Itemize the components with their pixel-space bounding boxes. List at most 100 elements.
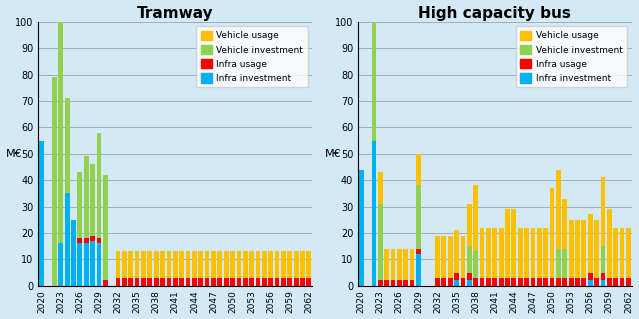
Bar [65,193,70,286]
Bar [84,156,89,238]
Bar [454,272,459,280]
Bar [594,220,599,278]
Bar [378,172,383,204]
Bar [562,278,567,286]
Bar [601,280,605,286]
Bar [275,278,279,286]
Bar [217,251,222,278]
Bar [52,77,57,286]
Bar [236,278,242,286]
Bar [448,278,452,286]
Bar [588,214,592,272]
Bar [358,170,364,286]
Bar [262,251,266,278]
Y-axis label: M€: M€ [6,149,22,159]
Bar [461,235,465,278]
Bar [230,278,235,286]
Bar [499,278,504,286]
Bar [601,272,605,280]
Bar [224,251,229,278]
Bar [378,280,383,286]
Bar [180,251,184,278]
Bar [537,278,542,286]
Bar [103,175,108,280]
Bar [135,278,139,286]
Bar [288,278,292,286]
Bar [185,278,190,286]
Bar [90,241,95,286]
Bar [550,278,555,286]
Bar [530,278,535,286]
Bar [543,228,548,278]
Bar [256,251,260,278]
Bar [198,251,203,278]
Bar [461,278,465,286]
Bar [467,204,472,246]
Bar [556,249,561,278]
Bar [116,251,120,278]
Bar [96,238,102,243]
Bar [256,278,260,286]
Bar [58,0,63,243]
Bar [556,278,561,286]
Bar [249,278,254,286]
Bar [493,278,497,286]
Bar [493,228,497,278]
Bar [416,254,421,286]
Bar [435,278,440,286]
Bar [141,251,146,278]
Bar [103,280,108,286]
Bar [601,246,605,272]
Bar [562,249,567,278]
Bar [505,278,510,286]
Bar [128,278,133,286]
Bar [613,278,618,286]
Bar [249,251,254,278]
Bar [90,235,95,241]
Bar [281,251,286,278]
Bar [217,278,222,286]
Bar [403,280,408,286]
Bar [204,251,210,278]
Bar [288,251,292,278]
Bar [601,177,605,246]
Bar [607,278,612,286]
Bar [473,278,478,286]
Bar [569,278,574,286]
Bar [550,188,555,278]
Bar [473,185,478,251]
Bar [268,251,273,278]
Bar [192,278,197,286]
Bar [410,280,415,286]
Bar [448,235,452,278]
Bar [300,278,305,286]
Bar [173,278,178,286]
Bar [524,278,529,286]
Bar [620,278,624,286]
Bar [167,278,171,286]
Bar [467,280,472,286]
Y-axis label: M€: M€ [325,149,342,159]
Bar [511,209,516,278]
Bar [384,249,389,280]
Bar [397,280,402,286]
Bar [65,98,70,193]
Bar [556,170,561,249]
Bar [442,235,446,278]
Bar [148,251,152,278]
Bar [416,249,421,254]
Bar [262,278,266,286]
Bar [480,228,484,278]
Bar [588,272,592,280]
Bar [390,280,396,286]
Bar [154,251,158,278]
Bar [403,249,408,280]
Bar [307,278,311,286]
Bar [128,251,133,278]
Bar [173,251,178,278]
Bar [204,278,210,286]
Bar [122,251,127,278]
Title: High capacity bus: High capacity bus [419,5,571,20]
Bar [473,251,478,278]
Bar [192,251,197,278]
